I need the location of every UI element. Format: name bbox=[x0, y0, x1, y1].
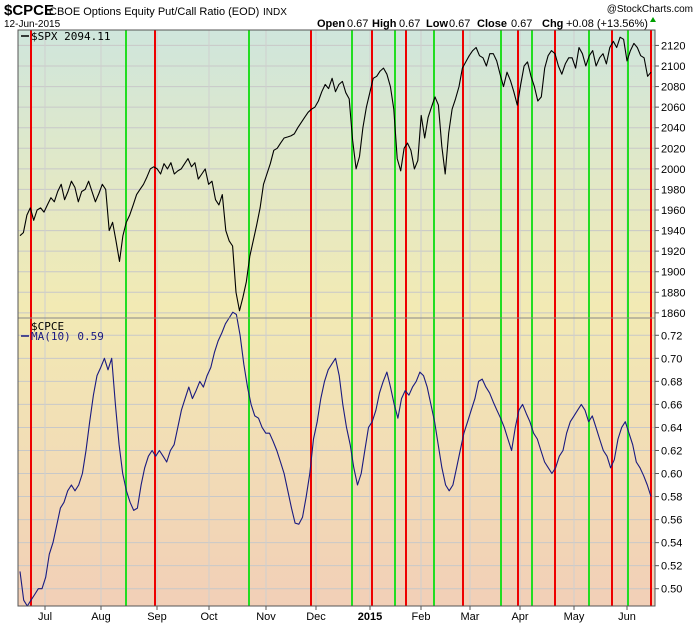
x-tick-label: May bbox=[564, 611, 585, 623]
x-tick-label: Apr bbox=[511, 611, 528, 623]
y-tick-label: 1960 bbox=[661, 205, 685, 217]
x-tick-label: Aug bbox=[91, 611, 111, 623]
y-tick-label: 2000 bbox=[661, 164, 685, 176]
y-tick-label: 0.56 bbox=[661, 515, 682, 527]
x-tick-label: 2015 bbox=[358, 611, 382, 623]
x-tick-label: Feb bbox=[412, 611, 431, 623]
y-tick-label: 0.54 bbox=[661, 538, 682, 550]
x-axis-ticks: Jul Aug Sep Oct Nov Dec 2015 Feb Mar Apr May Jun bbox=[38, 606, 636, 623]
ma-legend-label: MA(10) 0.59 bbox=[31, 330, 104, 343]
y-tick-label: 1880 bbox=[661, 287, 685, 299]
x-tick-label: Dec bbox=[306, 611, 326, 623]
y-axis-ticks: 1860 1880 1900 1920 1940 1960 1980 2000 2020 2040… bbox=[655, 40, 685, 596]
y-tick-label: 2120 bbox=[661, 40, 685, 52]
spx-line bbox=[19, 36, 652, 312]
series-lines bbox=[19, 36, 652, 607]
cpce-panel-title: $CPCE bbox=[31, 320, 64, 333]
y-tick-label: 2100 bbox=[661, 61, 685, 73]
y-tick-label: 0.52 bbox=[661, 561, 682, 573]
cpce-ma-line bbox=[19, 311, 652, 607]
exchange-label: INDX bbox=[263, 7, 287, 18]
low-label: Low bbox=[426, 18, 448, 30]
x-tick-label: Jul bbox=[38, 611, 52, 623]
y-tick-label: 1920 bbox=[661, 246, 685, 258]
high-label: High bbox=[372, 18, 397, 30]
x-tick-label: Oct bbox=[200, 611, 217, 623]
close-value: 0.67 bbox=[511, 18, 532, 30]
y-tick-label: 1940 bbox=[661, 226, 685, 238]
y-tick-label: 2020 bbox=[661, 143, 685, 155]
y-tick-label: 1860 bbox=[661, 308, 685, 320]
chart-date: 12-Jun-2015 bbox=[4, 19, 61, 30]
up-arrow-icon bbox=[650, 17, 656, 22]
open-label: Open bbox=[317, 18, 345, 30]
chg-value: +0.08 (+13.56%) bbox=[566, 18, 648, 30]
x-tick-label: Jun bbox=[618, 611, 636, 623]
watermark: @StockCharts.com bbox=[607, 4, 693, 15]
chg-label: Chg bbox=[542, 18, 563, 30]
y-tick-label: 0.64 bbox=[661, 422, 682, 434]
gridlines bbox=[18, 30, 655, 606]
y-tick-label: 1980 bbox=[661, 184, 685, 196]
x-tick-label: Sep bbox=[147, 611, 167, 623]
y-tick-label: 0.72 bbox=[661, 330, 682, 342]
y-tick-label: 0.70 bbox=[661, 353, 682, 365]
high-value: 0.67 bbox=[399, 18, 420, 30]
low-value: 0.67 bbox=[449, 18, 470, 30]
y-tick-label: 1900 bbox=[661, 267, 685, 279]
plot-frame bbox=[17, 29, 656, 607]
x-tick-label: Nov bbox=[256, 611, 276, 623]
y-tick-label: 2040 bbox=[661, 123, 685, 135]
y-tick-label: 0.60 bbox=[661, 469, 682, 481]
chart-description: CBOE Options Equity Put/Call Ratio (EOD) bbox=[49, 6, 259, 18]
y-tick-label: 0.68 bbox=[661, 376, 682, 388]
open-value: 0.67 bbox=[347, 18, 368, 30]
y-tick-label: 0.66 bbox=[661, 399, 682, 411]
y-tick-label: 0.50 bbox=[661, 584, 682, 596]
y-tick-label: 0.58 bbox=[661, 492, 682, 504]
chart-symbol: $CPCE bbox=[4, 2, 54, 19]
y-tick-label: 2080 bbox=[661, 82, 685, 94]
y-tick-label: 2060 bbox=[661, 102, 685, 114]
x-tick-label: Mar bbox=[461, 611, 480, 623]
spx-panel-title: $SPX 2094.11 bbox=[31, 30, 110, 43]
close-label: Close bbox=[477, 18, 507, 30]
y-tick-label: 0.62 bbox=[661, 445, 682, 457]
